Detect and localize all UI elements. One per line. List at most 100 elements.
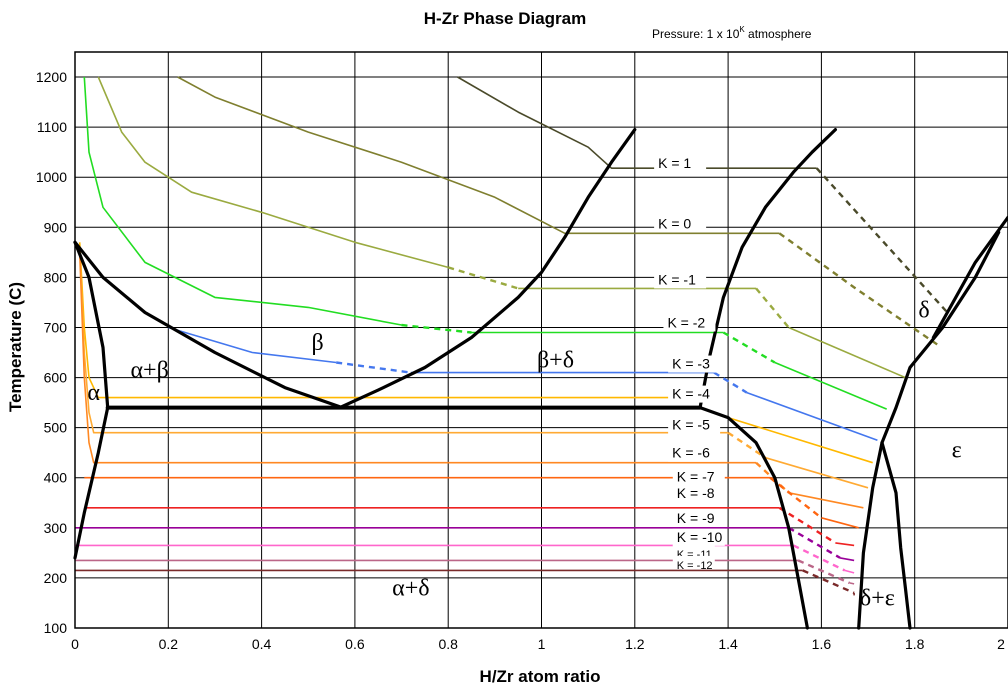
x-tick-label: 1.4 <box>718 636 738 652</box>
phase-boundary-line <box>73 406 110 560</box>
phase-boundary-line <box>880 441 912 630</box>
isobar-lines <box>75 76 949 596</box>
isobar-dashed-segment <box>447 266 519 290</box>
subtitle-prefix: Pressure: 1 x 10 <box>652 27 740 41</box>
y-axis-label: Temperature (C) <box>6 282 25 412</box>
isobar-label: K = -5 <box>672 417 710 433</box>
x-tick-label: 0.4 <box>252 636 272 652</box>
isobar-line-segment <box>788 326 906 379</box>
plot-frame <box>74 51 1008 629</box>
region-label: α+β <box>130 358 168 384</box>
isobar-dashed-segment <box>788 526 841 559</box>
isobar-label-background <box>654 155 707 173</box>
x-tick-label: 0.6 <box>345 636 365 652</box>
region-label: δ <box>918 297 929 323</box>
y-tick-label: 1000 <box>36 169 67 185</box>
isobar-label-background <box>672 484 725 502</box>
isobar-line-segment <box>746 391 878 441</box>
isobar-dashed-segment <box>792 544 846 572</box>
subtitle-suffix: atmosphere <box>745 27 812 41</box>
isobar-label: K = 0 <box>658 215 691 231</box>
x-axis-label: H/Zr atom ratio <box>480 667 601 686</box>
isobar-label: K = -7 <box>677 469 715 485</box>
isobar-dashed-segment <box>722 331 776 364</box>
region-label: β+δ <box>537 348 574 374</box>
isobar-line <box>97 76 449 269</box>
isobar-label-background <box>672 544 715 557</box>
isobar-label: K = -9 <box>677 510 715 526</box>
isobar-line-segment <box>849 582 855 585</box>
isobar-label-background <box>663 314 716 332</box>
isobar-label-background <box>668 355 721 373</box>
isobar-line-segment <box>765 456 869 489</box>
isobar-label-background <box>668 444 721 462</box>
x-tick-label: 1.6 <box>812 636 832 652</box>
isobar-label-background <box>654 271 707 289</box>
isobar-dashed-segment <box>797 559 850 584</box>
grid <box>74 52 1008 629</box>
x-tick-label: 1.2 <box>625 636 645 652</box>
region-label: α+δ <box>392 575 429 601</box>
x-tick-label: 0.2 <box>159 636 179 652</box>
y-axis-ticks: 100 200 300 400 500 600 700 800 900 1000 1100 1200 <box>36 69 67 636</box>
isobar-label: K = -1 <box>658 271 696 287</box>
isobar-line <box>168 326 337 364</box>
isobar-line <box>177 76 780 235</box>
x-tick-label: 1.8 <box>905 636 925 652</box>
phase-boundary-line <box>73 240 110 410</box>
region-label: β <box>311 330 323 356</box>
isobar-line-segment <box>839 557 855 562</box>
isobar-line-segment <box>835 542 855 547</box>
isobar-label: K = -2 <box>667 314 705 330</box>
isobar-dashed-segment <box>401 323 472 334</box>
isobar-dashed-segment <box>778 506 837 544</box>
x-tick-label: 0 <box>71 636 79 652</box>
x-tick-label: 2 <box>997 636 1005 652</box>
isobar-label: K = -3 <box>672 356 710 372</box>
isobar-dashed-segment <box>778 232 939 346</box>
phase-boundary-line <box>857 230 1001 630</box>
isobar-line-segment <box>821 517 859 529</box>
isobar-label: K = 1 <box>658 155 691 171</box>
isobar-label-background <box>668 385 721 403</box>
phase-boundary-line <box>698 128 837 410</box>
isobar-line <box>78 242 701 399</box>
isobar-label-background <box>668 416 721 434</box>
phase-boundaries <box>73 128 1008 630</box>
isobar-line <box>78 247 729 434</box>
y-tick-label: 300 <box>44 520 68 536</box>
isobar-label: K = -4 <box>672 386 710 402</box>
isobar-label: K = -12 <box>677 560 713 572</box>
isobar-labels: K = 1 K = 0 K = -1 K = -2 K = -3 K = -4 K = -5… <box>654 155 725 572</box>
y-tick-label: 700 <box>44 319 68 335</box>
isobar-dashed-segment <box>802 569 855 594</box>
x-tick-label: 0.8 <box>438 636 458 652</box>
isobar-label-background <box>672 509 725 527</box>
isobar-line <box>457 76 817 169</box>
isobar-dashed-segment <box>815 167 949 314</box>
y-tick-label: 100 <box>44 620 68 636</box>
isobar-dashed-segment <box>336 361 412 374</box>
y-tick-label: 500 <box>44 420 68 436</box>
isobar-dashed-segment <box>727 431 767 459</box>
isobar-line <box>78 252 757 464</box>
isobar-label: K = -10 <box>677 529 723 545</box>
isobar-label: K = -6 <box>672 445 710 461</box>
y-tick-label: 1100 <box>37 119 67 135</box>
phase-boundary-line <box>698 406 809 630</box>
isobar-label: K = -8 <box>677 485 715 501</box>
isobar-label-background <box>654 215 707 233</box>
y-tick-label: 200 <box>44 570 68 586</box>
isobar-label-background <box>672 555 715 568</box>
chart-title: H-Zr Phase Diagram <box>424 9 587 28</box>
isobar-label-background <box>672 528 725 546</box>
chart-subtitle: Pressure: 1 x 10K atmosphere <box>652 25 812 41</box>
y-tick-label: 400 <box>44 470 68 486</box>
x-tick-label: 1 <box>538 636 546 652</box>
phase-boundary-line <box>73 240 343 409</box>
y-tick-label: 800 <box>44 269 68 285</box>
y-tick-label: 600 <box>44 370 68 386</box>
x-axis-ticks: 0 0.2 0.4 0.6 0.8 1 1.2 1.4 1.6 1.8 2 <box>71 636 1005 652</box>
y-tick-label: 1200 <box>36 69 67 85</box>
